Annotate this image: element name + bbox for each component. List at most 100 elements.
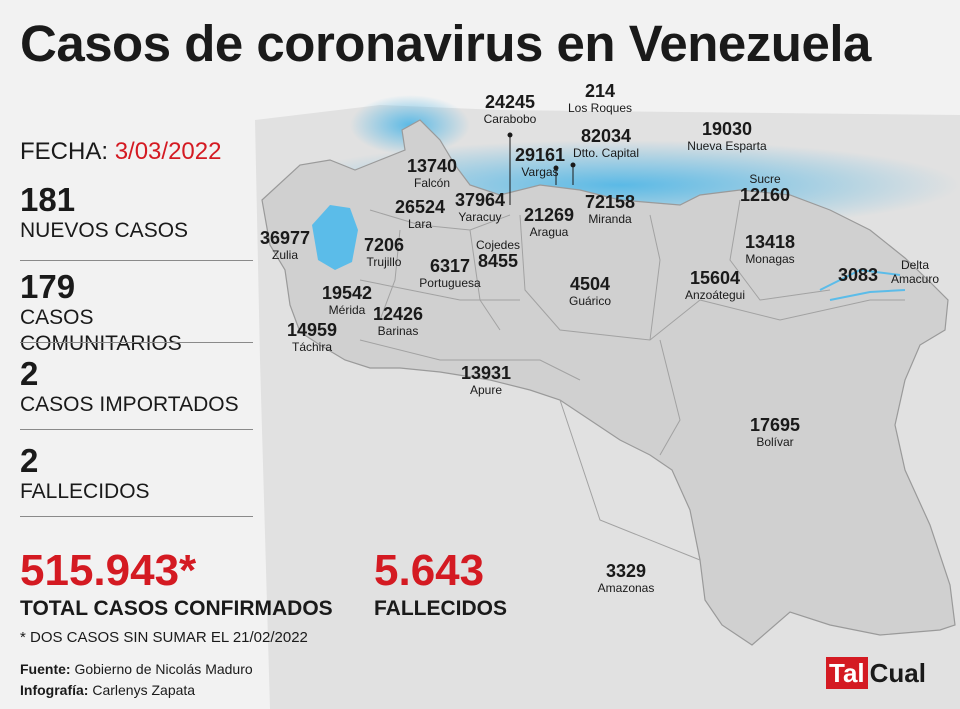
state-label-barinas: 12426 Barinas: [372, 304, 424, 339]
credit-graphic: Infografía: Carlenys Zapata: [20, 682, 195, 698]
state-name: Vargas: [521, 165, 559, 179]
credit-key: Fuente:: [20, 661, 71, 677]
date-label: FECHA:: [20, 138, 115, 165]
orinoco-delta: [819, 268, 906, 301]
state-cases: 19030: [701, 119, 753, 139]
stat-label: NUEVOS CASOS: [20, 219, 189, 242]
credit-value: Gobierno de Nicolás Maduro: [74, 661, 253, 677]
state-label-tachira: 14959 Táchira: [286, 320, 338, 355]
state-label-sucre: Sucre 12160: [740, 172, 790, 205]
state-label-yaracuy: 37964 Yaracuy: [454, 190, 506, 225]
state-cases: 15604: [689, 268, 741, 288]
stat-label: CASOS IMPORTADOS: [20, 393, 239, 416]
state-cases: 12426: [372, 304, 424, 324]
state-name: Los Roques: [567, 101, 633, 115]
stat-imported-cases: 2 CASOS IMPORTADOS: [20, 355, 253, 430]
state-name: Sucre: [749, 172, 781, 186]
state-cases: 26524: [394, 197, 446, 217]
state-cases: 36977: [259, 228, 311, 248]
state-cases: 214: [584, 81, 616, 101]
state-borders: [359, 199, 905, 561]
state-label-zulia: 36977 Zulia: [259, 228, 311, 263]
credit-key: Infografía:: [20, 682, 89, 698]
state-cases: 21269: [523, 205, 575, 225]
state-cases: 82034: [580, 126, 632, 146]
divider: [20, 429, 253, 430]
state-label-lara: 26524 Lara: [394, 197, 446, 232]
stat-value: 179: [20, 268, 76, 305]
state-name: Lara: [407, 217, 433, 231]
state-name: Barinas: [377, 324, 419, 338]
state-name: Bolívar: [756, 435, 794, 449]
state-cases: 72158: [584, 192, 636, 212]
state-cases: 13740: [406, 156, 458, 176]
total-cases-label: TOTAL CASOS CONFIRMADOS: [20, 597, 333, 620]
state-name: Yaracuy: [458, 210, 502, 224]
state-label-merida: 19542 Mérida: [322, 284, 372, 318]
stat-label: CASOS COMUNITARIOS: [20, 306, 182, 355]
credit-source: Fuente: Gobierno de Nicolás Maduro: [20, 661, 253, 677]
logo-cual: Cual: [869, 658, 926, 688]
stat-label: FALLECIDOS: [20, 480, 150, 503]
state-cases: 37964: [454, 190, 506, 210]
stat-deaths: 2 FALLECIDOS: [20, 443, 253, 517]
state-cases: 3329: [605, 561, 647, 581]
state-name: Aragua: [529, 225, 569, 239]
state-name: Carabobo: [483, 112, 537, 126]
state-name: Apure: [469, 383, 503, 397]
state-label-apure: 13931 Apure: [461, 364, 511, 398]
state-name: Amacuro: [890, 272, 940, 286]
state-cases: 7206: [363, 235, 405, 255]
state-cases: 29161: [514, 145, 566, 165]
state-name: Anzoátegui: [684, 288, 746, 302]
credit-value: Carlenys Zapata: [92, 682, 196, 698]
state-cases: 14959: [286, 320, 338, 340]
stat-new-cases: 181 NUEVOS CASOS: [20, 182, 253, 261]
state-label-portuguesa: 6317 Portuguesa: [419, 256, 480, 291]
stat-value: 2: [20, 355, 39, 392]
state-label-aragua: 21269 Aragua: [523, 205, 575, 240]
stat-community-cases: 179 CASOS COMUNITARIOS: [20, 269, 253, 357]
state-label-guarico: 4504 Guárico: [568, 274, 612, 309]
state-name: Delta: [900, 258, 929, 272]
state-name: Trujillo: [366, 255, 402, 269]
venezuela-outline: [261, 119, 956, 646]
state-cases: 13418: [744, 232, 796, 252]
state-cases: 4504: [569, 274, 611, 294]
state-label-cojedes: Cojedes 8455: [476, 238, 520, 271]
footnote: * DOS CASOS SIN SUMAR EL 21/02/2022: [20, 629, 308, 646]
state-name: Miranda: [588, 212, 632, 226]
state-name: Mérida: [328, 303, 366, 317]
state-label-delta-amacuro-name: Delta Amacuro: [891, 258, 939, 286]
state-name: Táchira: [291, 340, 332, 354]
state-label-nueva-esparta: 19030 Nueva Esparta: [687, 119, 767, 154]
state-label-vargas: 29161 Vargas: [514, 145, 566, 180]
state-label-trujillo: 7206 Trujillo: [363, 235, 405, 270]
state-label-anzoategui: 15604 Anzoátegui: [684, 268, 746, 303]
state-name: Zulia: [271, 248, 298, 262]
date-line: FECHA: 3/03/2022: [20, 138, 221, 166]
state-name: Nueva Esparta: [687, 139, 767, 153]
state-label-falcon: 13740 Falcón: [406, 156, 458, 191]
state-cases: 8455: [477, 251, 519, 271]
state-label-amazonas: 3329 Amazonas: [597, 561, 655, 596]
state-name: Amazonas: [597, 581, 655, 595]
lake-maracaibo: [312, 205, 358, 270]
state-name: Cojedes: [475, 238, 521, 252]
state-name: Falcón: [413, 176, 451, 190]
divider: [20, 342, 253, 343]
state-name: Dtto. Capital: [572, 146, 640, 160]
state-cases: 24245: [484, 92, 536, 112]
state-name: Guárico: [568, 294, 612, 308]
state-label-monagas: 13418 Monagas: [744, 232, 796, 267]
state-cases: 6317: [429, 256, 471, 276]
state-label-miranda: 72158 Miranda: [584, 192, 636, 227]
state-label-bolivar: 17695 Bolívar: [749, 415, 801, 450]
state-label-distrito-capital: 82034 Dtto. Capital: [572, 126, 640, 161]
state-name: Monagas: [745, 252, 795, 266]
tal-cual-logo: Tal Cual: [826, 657, 926, 689]
divider: [20, 260, 253, 261]
state-cases: 17695: [749, 415, 801, 435]
divider: [20, 516, 253, 517]
